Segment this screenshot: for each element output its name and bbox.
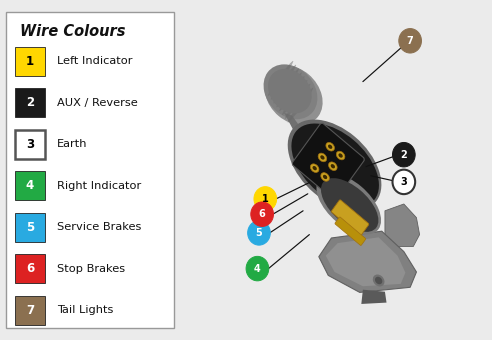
Text: 4: 4 xyxy=(254,264,261,274)
Ellipse shape xyxy=(264,64,317,119)
Text: 1: 1 xyxy=(26,55,34,68)
FancyBboxPatch shape xyxy=(335,217,366,245)
Text: 5: 5 xyxy=(26,221,34,234)
Circle shape xyxy=(393,170,415,194)
Text: Earth: Earth xyxy=(57,139,87,149)
Text: Left Indicator: Left Indicator xyxy=(57,56,132,66)
Text: 6: 6 xyxy=(26,262,34,275)
Polygon shape xyxy=(326,237,405,286)
FancyBboxPatch shape xyxy=(15,254,45,283)
Ellipse shape xyxy=(328,144,332,149)
Text: Service Brakes: Service Brakes xyxy=(57,222,141,232)
Circle shape xyxy=(399,29,422,53)
Text: 5: 5 xyxy=(256,228,262,238)
Ellipse shape xyxy=(321,173,329,181)
Ellipse shape xyxy=(338,153,343,158)
FancyBboxPatch shape xyxy=(15,212,45,242)
Text: 1: 1 xyxy=(262,194,269,204)
Ellipse shape xyxy=(288,120,381,210)
Polygon shape xyxy=(284,113,303,134)
Text: AUX / Reverse: AUX / Reverse xyxy=(57,98,137,108)
Polygon shape xyxy=(385,204,420,246)
FancyBboxPatch shape xyxy=(332,200,369,236)
Ellipse shape xyxy=(285,84,310,119)
Ellipse shape xyxy=(373,274,384,287)
Text: 6: 6 xyxy=(259,209,266,219)
Ellipse shape xyxy=(279,76,305,111)
Polygon shape xyxy=(361,290,387,304)
Ellipse shape xyxy=(323,175,327,179)
Ellipse shape xyxy=(268,61,293,96)
Text: Stop Brakes: Stop Brakes xyxy=(57,264,125,274)
Ellipse shape xyxy=(375,277,382,284)
Text: 3: 3 xyxy=(26,138,34,151)
Ellipse shape xyxy=(320,155,325,159)
Text: 2: 2 xyxy=(26,96,34,109)
FancyBboxPatch shape xyxy=(6,12,174,328)
Ellipse shape xyxy=(316,173,381,235)
Text: Tail Lights: Tail Lights xyxy=(57,305,113,315)
FancyBboxPatch shape xyxy=(15,171,45,200)
Ellipse shape xyxy=(318,153,327,162)
Text: 7: 7 xyxy=(407,36,413,46)
FancyBboxPatch shape xyxy=(15,88,45,117)
Ellipse shape xyxy=(282,80,308,115)
Ellipse shape xyxy=(277,72,302,107)
Ellipse shape xyxy=(271,65,296,100)
Circle shape xyxy=(254,187,277,211)
FancyBboxPatch shape xyxy=(15,296,45,325)
Ellipse shape xyxy=(268,69,312,114)
FancyBboxPatch shape xyxy=(292,123,365,200)
Text: Right Indicator: Right Indicator xyxy=(57,181,141,191)
Ellipse shape xyxy=(312,166,317,170)
Ellipse shape xyxy=(326,142,335,151)
Text: 4: 4 xyxy=(26,179,34,192)
Ellipse shape xyxy=(274,69,299,103)
Ellipse shape xyxy=(288,88,313,123)
Ellipse shape xyxy=(337,151,345,160)
Circle shape xyxy=(246,256,269,281)
FancyBboxPatch shape xyxy=(15,130,45,159)
Ellipse shape xyxy=(310,164,319,172)
Ellipse shape xyxy=(321,178,378,232)
Circle shape xyxy=(251,202,274,226)
Polygon shape xyxy=(319,231,416,292)
Ellipse shape xyxy=(331,164,335,168)
Ellipse shape xyxy=(329,162,337,171)
Ellipse shape xyxy=(291,123,379,208)
Text: 2: 2 xyxy=(400,150,407,160)
Text: 3: 3 xyxy=(400,177,407,187)
Text: 7: 7 xyxy=(26,304,34,317)
Text: Wire Colours: Wire Colours xyxy=(20,24,125,39)
FancyBboxPatch shape xyxy=(15,47,45,76)
Ellipse shape xyxy=(265,66,323,125)
Circle shape xyxy=(393,142,415,167)
Circle shape xyxy=(247,221,270,245)
